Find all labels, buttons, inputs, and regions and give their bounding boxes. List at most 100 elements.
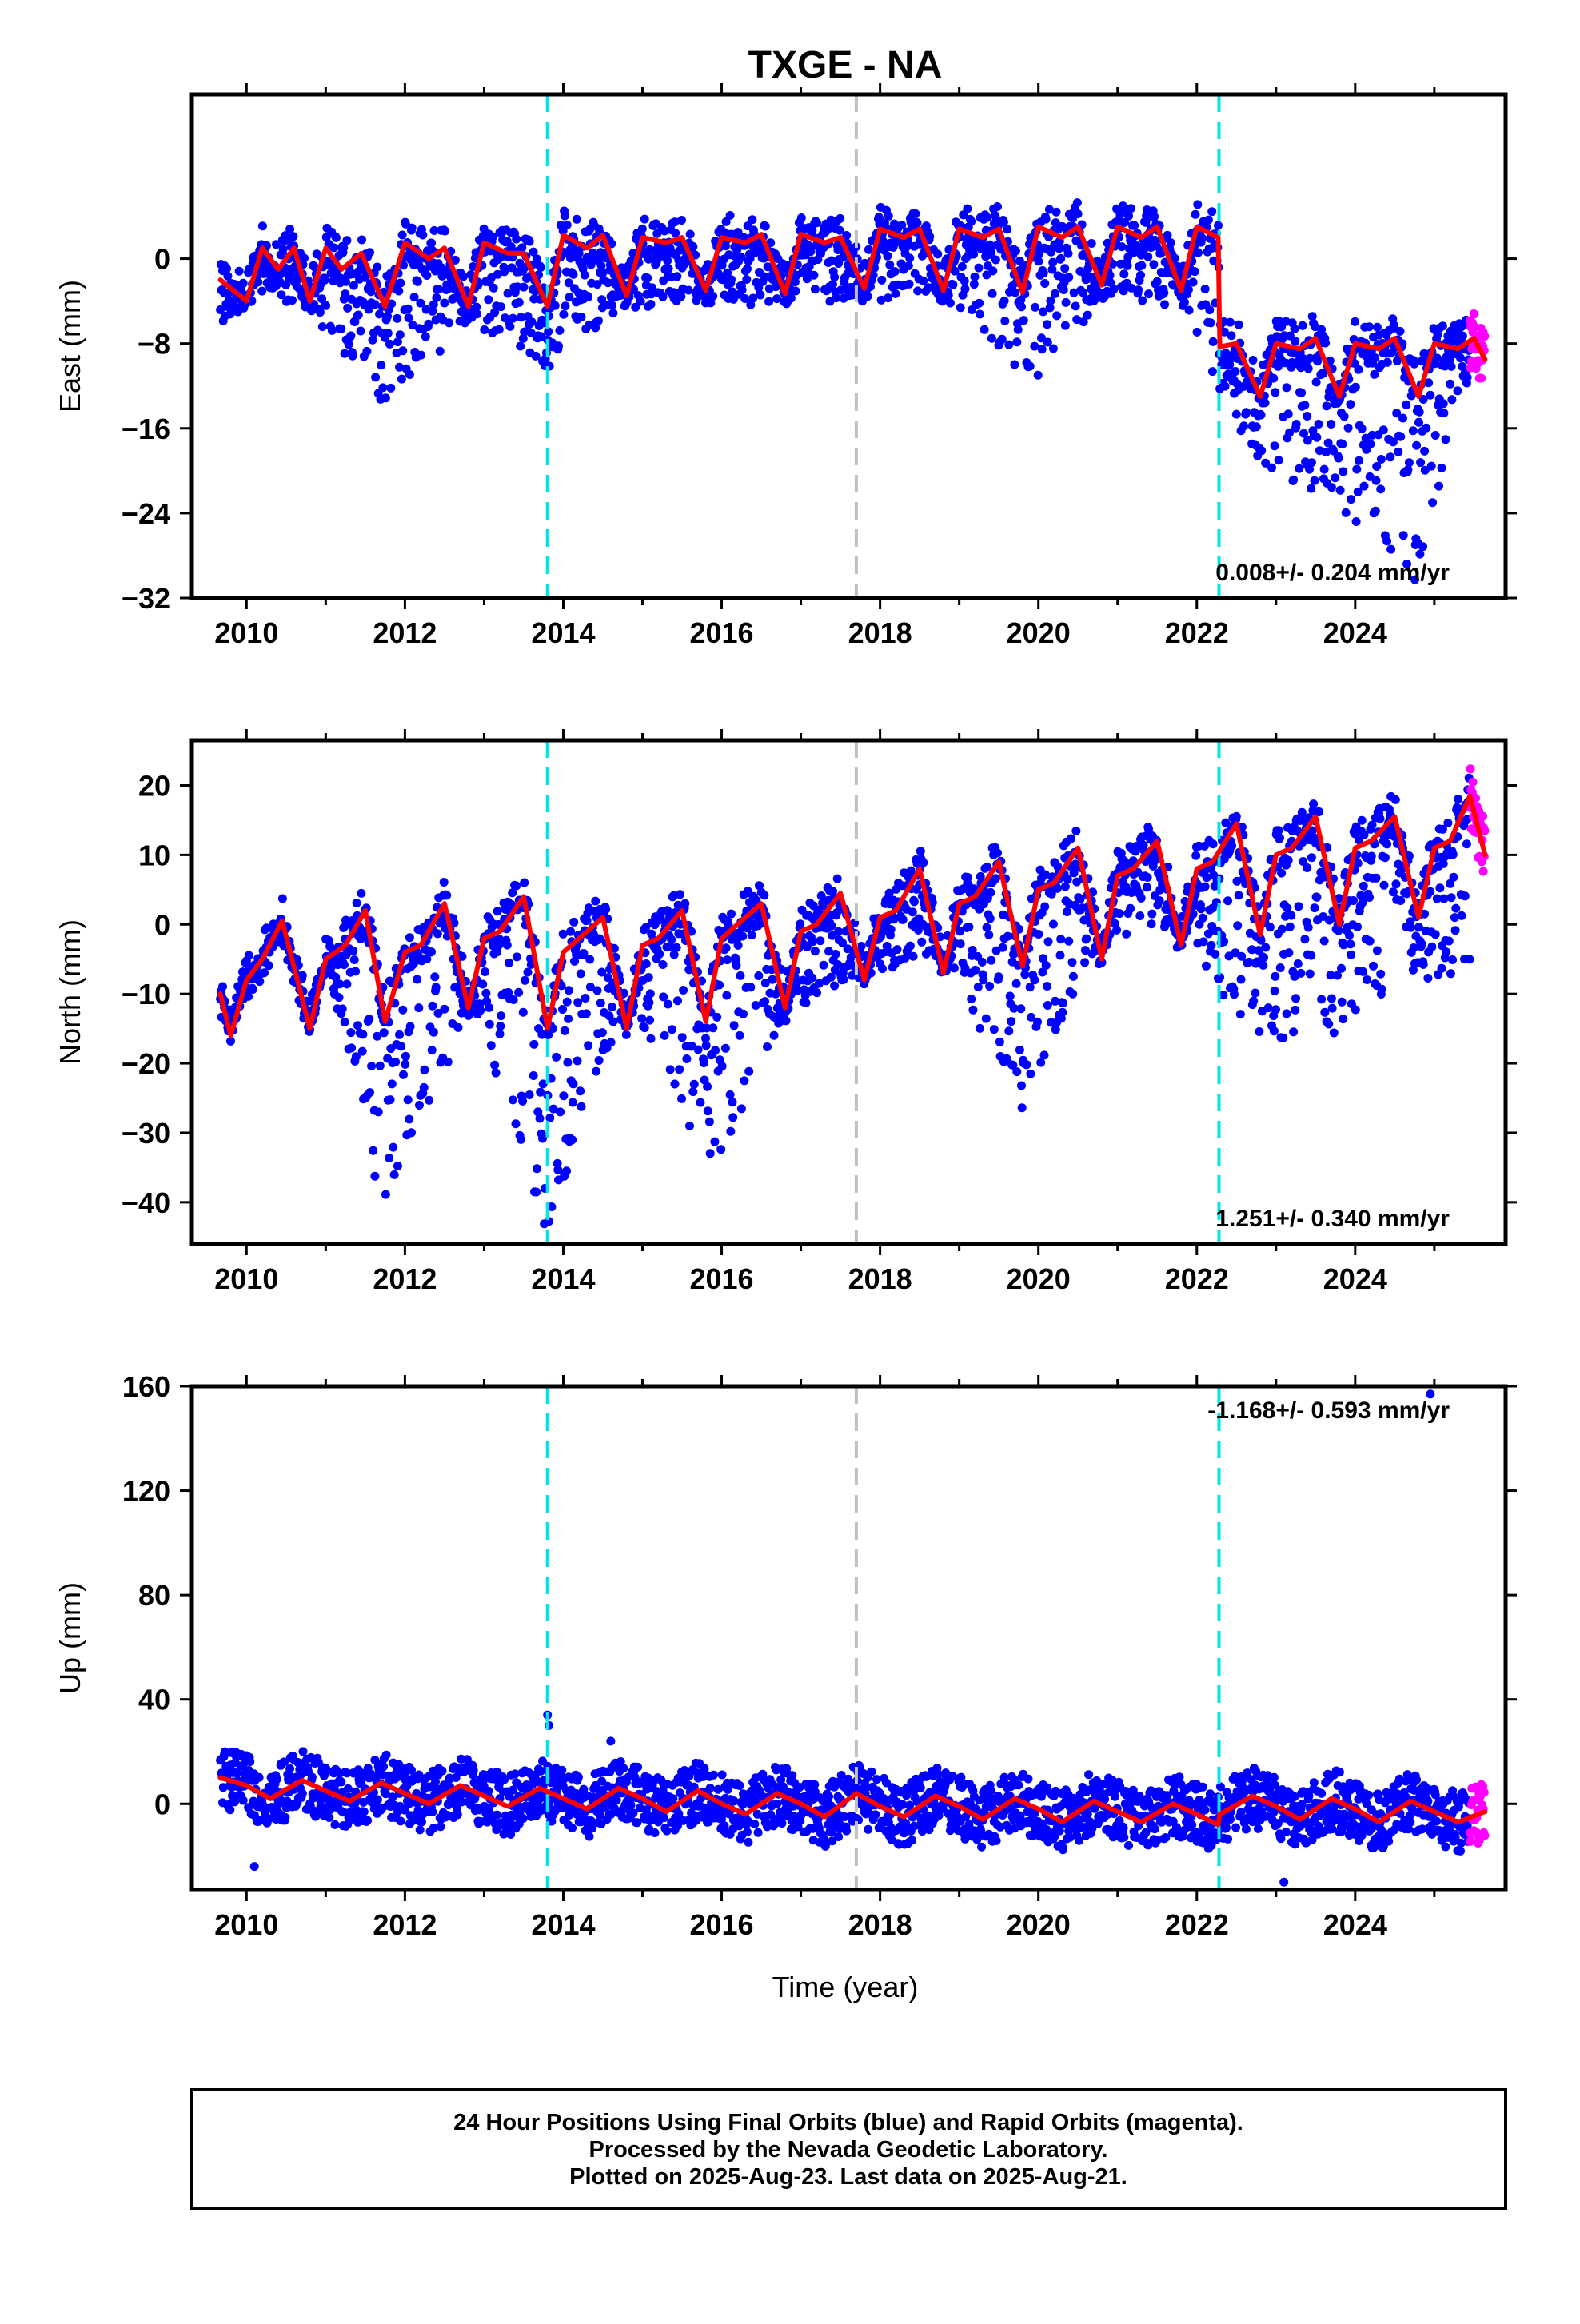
final-orbit-point [445,318,453,327]
final-orbit-point [1259,953,1268,962]
final-orbit-point [512,235,521,244]
final-orbit-point [726,1127,735,1136]
final-orbit-point [318,322,327,331]
final-orbit-point [512,1119,521,1128]
final-orbit-point [489,284,498,293]
final-orbit-point [537,263,545,272]
final-orbit-point [375,309,384,318]
final-orbit-point [1080,958,1089,967]
final-orbit-point [1000,297,1009,305]
final-orbit-point [1052,208,1061,217]
final-orbit-point [1221,382,1230,391]
final-orbit-point [1252,422,1261,431]
final-orbit-point [1320,465,1329,474]
final-orbit-point [1271,388,1279,397]
final-orbit-point [573,998,582,1007]
final-orbit-point [1423,974,1432,983]
final-orbit-point [1202,962,1211,971]
x-axis-label: Time (year) [772,1971,919,2003]
final-orbit-point [906,942,915,951]
final-orbit-point [1134,285,1143,294]
final-orbit-point [281,1813,289,1822]
final-orbit-point [519,1008,528,1017]
final-orbit-point [440,1005,449,1014]
final-orbit-point [408,224,417,233]
final-orbit-point [1053,884,1062,893]
final-orbit-point [397,375,406,384]
final-orbit-point [365,1088,374,1097]
final-orbit-point [1223,896,1232,905]
final-orbit-point [1153,277,1162,286]
final-orbit-point [1461,891,1470,900]
final-orbit-point [1309,799,1318,808]
final-orbit-point [705,1118,714,1126]
final-orbit-point [1371,353,1379,362]
final-orbit-point [493,907,502,915]
final-orbit-point [748,931,756,939]
final-orbit-point [432,293,441,302]
final-orbit-point [820,961,828,970]
final-orbit-point [514,988,523,997]
final-orbit-point [509,1095,517,1104]
final-orbit-point [1184,285,1193,294]
final-orbit-point [1207,318,1215,327]
final-orbit-point [978,958,987,967]
final-orbit-point [350,955,359,964]
final-orbit-point [808,937,817,946]
final-orbit-point [1060,264,1069,273]
final-orbit-point [393,314,401,323]
final-orbit-point [666,1065,675,1074]
final-orbit-point [325,1813,333,1822]
final-orbit-point [503,941,512,950]
final-orbit-point [1418,542,1427,551]
final-orbit-point [332,233,341,242]
final-orbit-point [1276,963,1285,972]
final-orbit-point [564,1015,573,1023]
final-orbit-point [1379,425,1388,434]
final-orbit-point [391,1058,400,1066]
final-orbit-point [308,1773,317,1782]
final-orbit-point [1269,374,1278,383]
final-orbit-point [995,1038,1004,1046]
x-tick-label: 2022 [1165,1262,1229,1295]
final-orbit-point [956,303,965,312]
final-orbit-point [416,1825,425,1834]
final-orbit-point [883,252,892,261]
rapid-orbit-point [1470,309,1478,318]
final-orbit-point [671,1080,680,1089]
final-orbit-point [1284,409,1293,418]
final-orbit-point [484,295,493,304]
final-orbit-point [1083,311,1092,320]
final-orbit-point [349,352,357,361]
final-orbit-point [1431,431,1440,440]
final-orbit-point [1231,367,1239,376]
final-orbit-point [1167,238,1175,247]
final-orbit-point [1405,458,1414,467]
final-orbit-point [337,1778,345,1787]
final-orbit-point [979,975,988,984]
final-orbit-point [1062,298,1071,307]
final-orbit-point [704,1106,712,1115]
final-orbit-point [1396,433,1405,441]
final-orbit-point [1344,424,1353,433]
final-orbit-point [971,966,980,975]
y-tick-label: −16 [122,413,170,445]
final-orbit-point [1016,1004,1025,1013]
final-orbit-point [1360,482,1369,491]
final-orbit-point [481,989,490,998]
final-orbit-point [428,1002,437,1011]
final-orbit-point [676,890,684,899]
final-orbit-point [1063,907,1071,916]
final-orbit-point [983,923,991,932]
final-orbit-point [1160,300,1169,309]
final-orbit-point [723,955,732,964]
final-orbit-point [680,899,689,908]
final-orbit-point [1271,972,1279,981]
final-orbit-point [1082,935,1091,943]
final-orbit-point [812,988,821,997]
final-orbit-point [405,933,414,942]
final-orbit-point [478,980,487,989]
final-orbit-point [744,1067,753,1076]
final-orbit-point [645,1016,654,1025]
